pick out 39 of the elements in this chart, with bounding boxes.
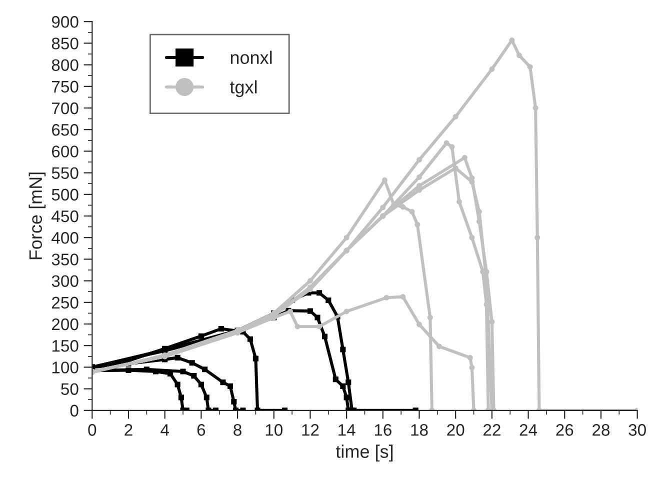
x-tick-label: 8 [234,424,242,436]
y-tick-label: 250 [52,296,78,309]
y-tick-label: 350 [52,254,78,266]
x-tick-label: 12 [302,424,319,436]
x-tick-label: 0 [88,424,96,436]
x-tick-label: 14 [338,424,356,436]
y-axis-title: Force [mN] [28,172,46,260]
x-tick-label: 10 [266,424,282,436]
y-tick-label: 750 [52,80,78,93]
x-tick-label: 16 [374,424,392,436]
x-tick-label: 28 [592,424,610,436]
y-tick-label: 400 [52,232,78,244]
y-tick-label: 0 [70,404,78,417]
y-tick-label: 50 [61,383,78,396]
x-tick-label: 24 [520,424,538,436]
y-tick-label: 700 [52,102,78,114]
y-tick-label: 300 [52,275,78,288]
x-tick-label: 22 [484,424,500,436]
y-tick-label: 450 [52,210,78,222]
y-tick-label: 500 [52,188,78,201]
x-tick-label: 18 [411,424,428,436]
legend-label: tgxl [230,80,257,98]
y-tick-label: 200 [52,318,78,330]
y-tick-label: 600 [52,146,78,158]
y-tick-label: 850 [52,38,78,50]
x-tick-label: 26 [556,424,574,436]
x-tick-label: 4 [160,424,169,436]
y-tick-label: 100 [52,362,78,374]
y-tick-label: 150 [52,340,78,352]
x-tick-label: 20 [447,424,464,436]
x-tick-label: 2 [124,424,132,436]
x-tick-label: 6 [197,424,206,436]
legend-label: nonxl [230,50,272,64]
y-tick-label: 650 [52,124,78,136]
x-tick-label: 30 [628,424,646,436]
x-axis-title: time [s] [336,444,393,462]
y-tick-label: 900 [52,16,78,28]
y-tick-label: 800 [52,59,78,72]
y-tick-label: 550 [52,167,78,180]
